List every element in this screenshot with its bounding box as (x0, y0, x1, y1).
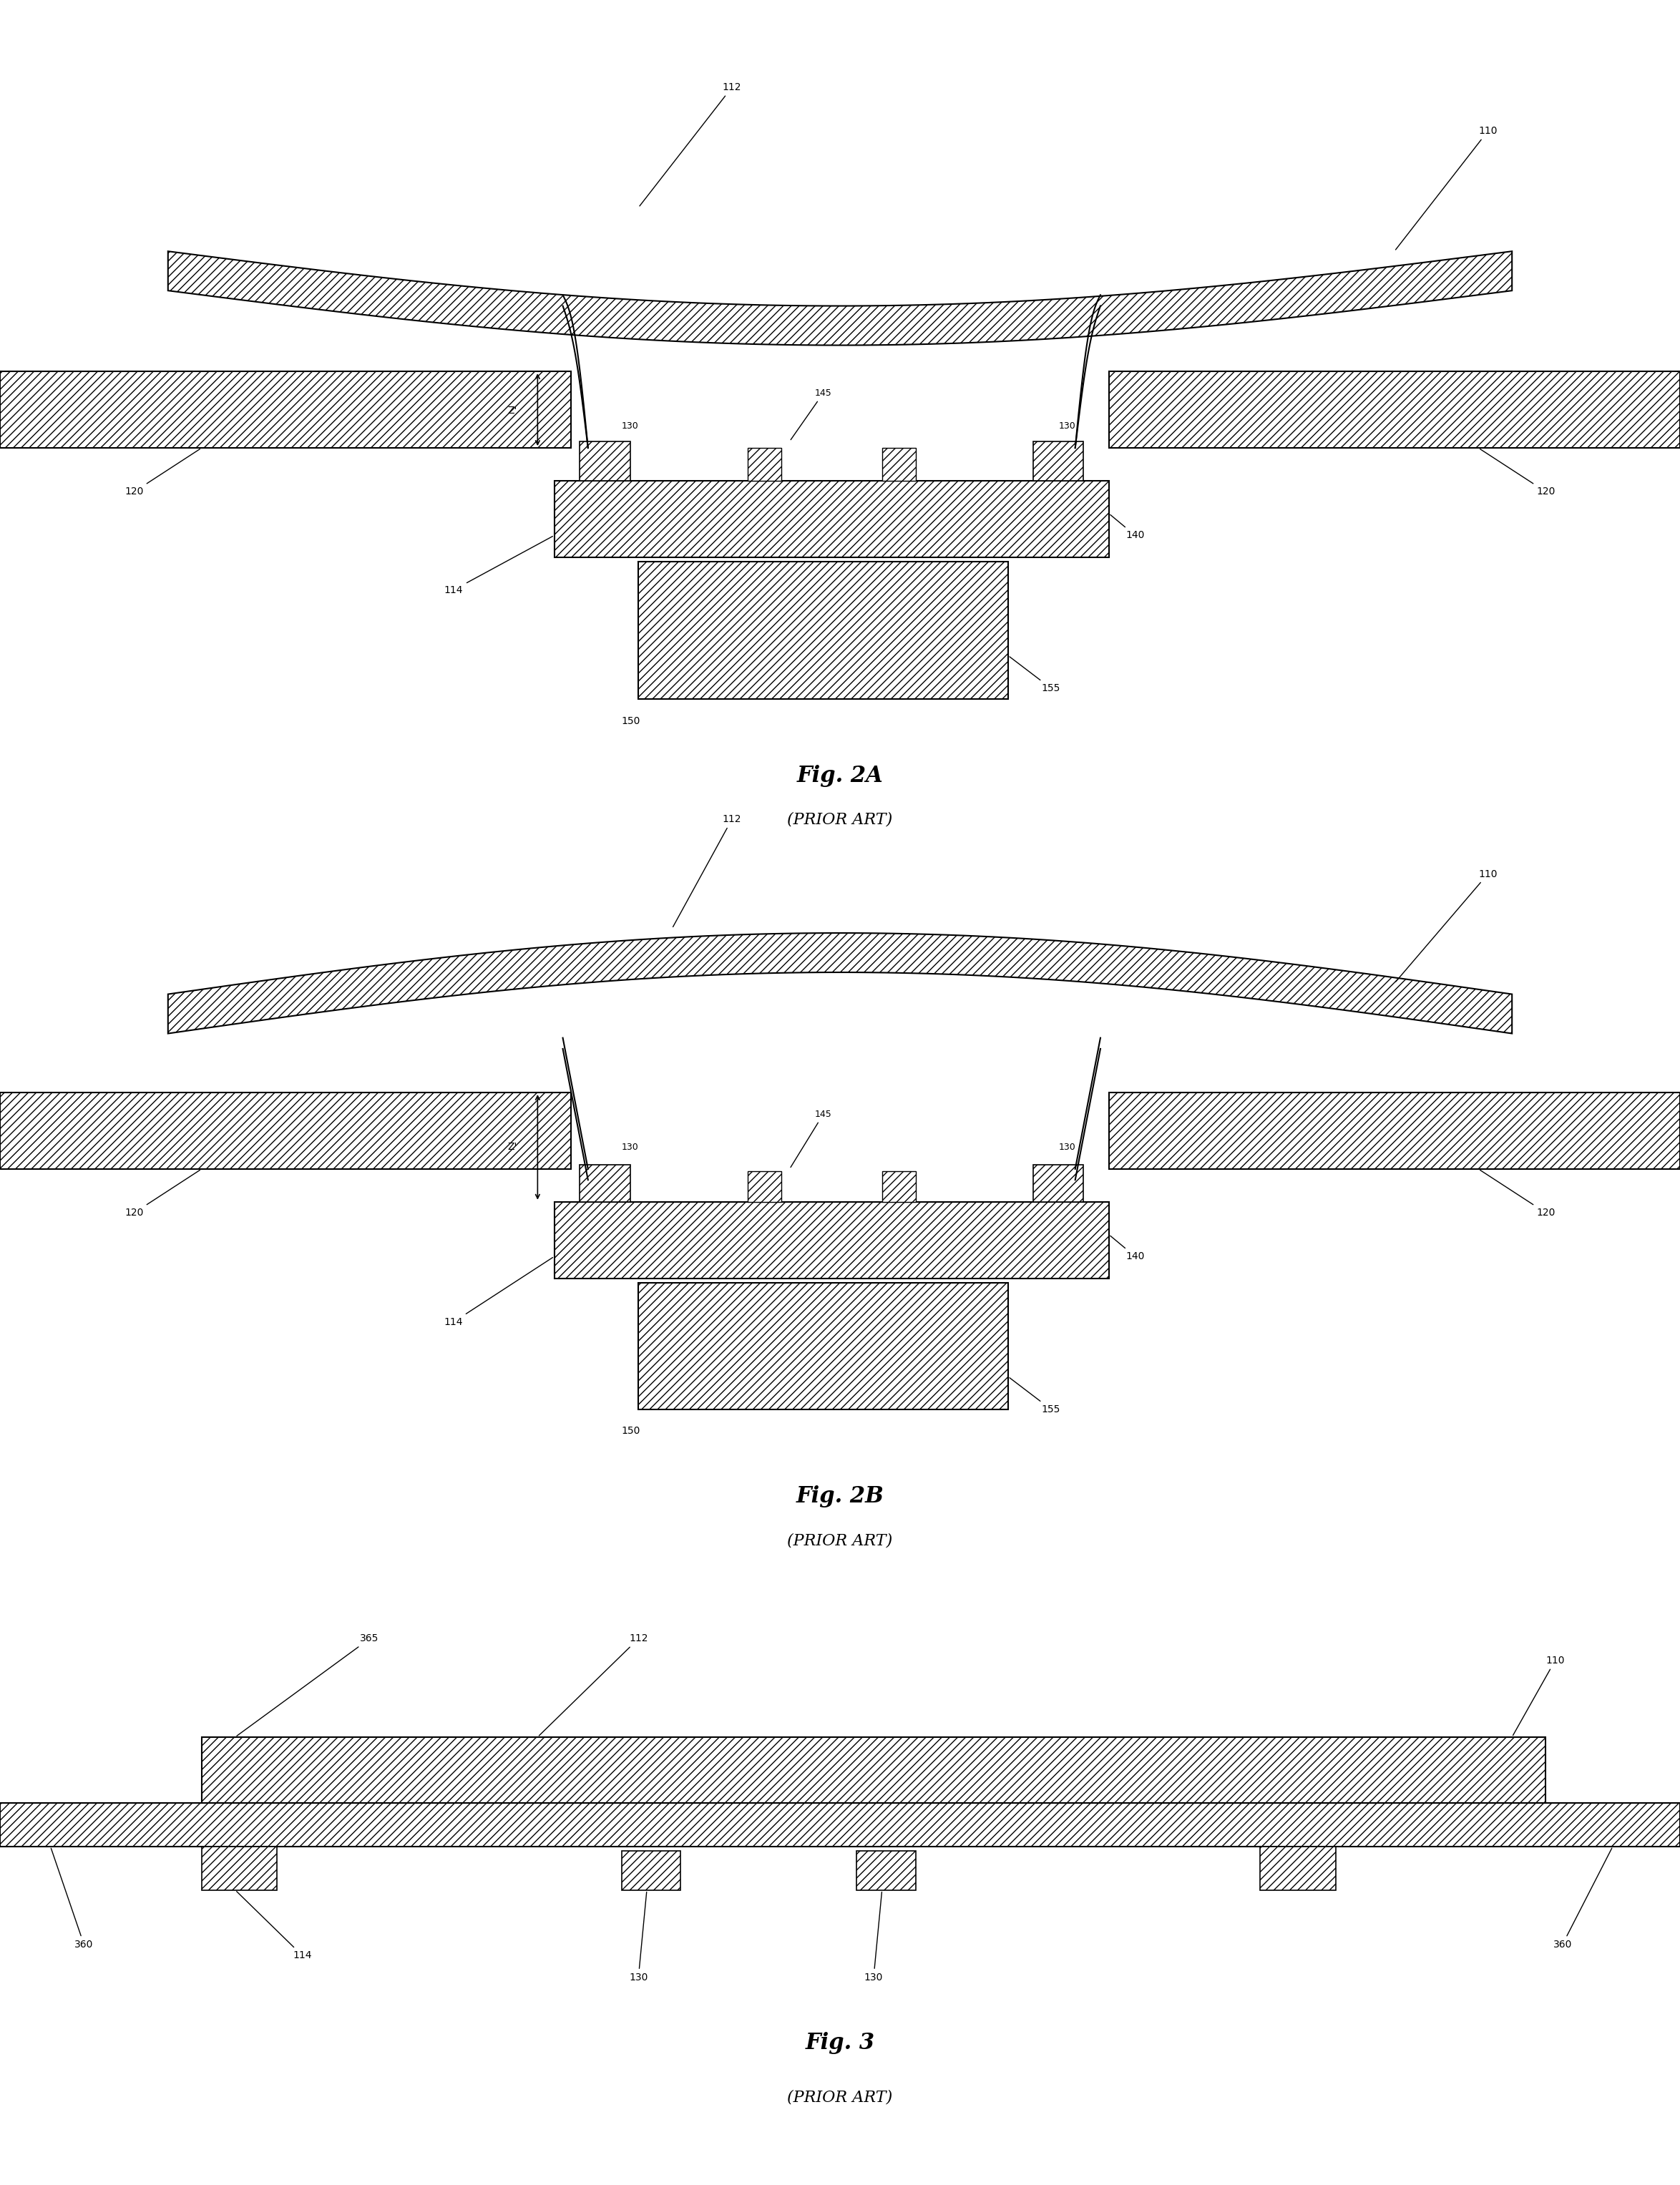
Text: 130: 130 (1058, 422, 1075, 430)
Bar (748, 1171, 781, 1202)
Text: Fig. 2A: Fig. 2A (796, 765, 884, 787)
Text: Fig. 2B: Fig. 2B (796, 1486, 884, 1508)
Bar (554, 481, 1109, 557)
Text: 140: 140 (1110, 516, 1144, 540)
Text: 110: 110 (1514, 1656, 1564, 1735)
Bar (622, 1851, 680, 1890)
Bar (580, 441, 630, 481)
Text: 360: 360 (1552, 1849, 1611, 1949)
Polygon shape (168, 933, 1512, 1034)
Text: 120: 120 (124, 448, 200, 496)
Text: 150: 150 (622, 717, 640, 725)
Bar (638, 562, 1008, 699)
Text: Fig. 3: Fig. 3 (805, 2032, 875, 2054)
Text: 114: 114 (444, 1256, 553, 1326)
Bar (857, 1851, 916, 1890)
Text: 120: 120 (1480, 1169, 1556, 1217)
Bar (202, 1846, 277, 1890)
Text: 114: 114 (237, 1892, 312, 1960)
Text: 155: 155 (1010, 658, 1060, 693)
Bar (580, 1165, 630, 1202)
Text: (PRIOR ART): (PRIOR ART) (788, 2089, 892, 2106)
Bar (1109, 1092, 1680, 1169)
Text: 130: 130 (628, 1892, 648, 1982)
Bar (0, 371, 571, 448)
Bar (748, 448, 781, 481)
Bar (638, 1283, 1008, 1409)
Text: 140: 140 (1110, 1237, 1144, 1261)
Text: 130: 130 (864, 1892, 884, 1982)
Bar (1109, 371, 1680, 448)
Text: 130: 130 (622, 1143, 638, 1151)
Text: 110: 110 (1396, 127, 1497, 249)
Text: 145: 145 (791, 1110, 832, 1167)
Bar (202, 1737, 1546, 1803)
Text: 112: 112 (539, 1634, 648, 1735)
Text: 110: 110 (1396, 870, 1497, 981)
Text: 130: 130 (1058, 1143, 1075, 1151)
Text: 112: 112 (640, 83, 741, 205)
Text: 130: 130 (622, 422, 638, 430)
Polygon shape (168, 251, 1512, 345)
Text: 120: 120 (124, 1169, 200, 1217)
Text: Z': Z' (507, 1143, 517, 1151)
Text: 145: 145 (791, 389, 832, 439)
Text: (PRIOR ART): (PRIOR ART) (788, 811, 892, 828)
Text: 360: 360 (50, 1849, 94, 1949)
Bar (0, 1092, 571, 1169)
Text: 120: 120 (1480, 448, 1556, 496)
Text: 112: 112 (674, 815, 741, 926)
Bar (1260, 1846, 1336, 1890)
Bar (882, 448, 916, 481)
Text: (PRIOR ART): (PRIOR ART) (788, 1532, 892, 1549)
Bar (1033, 441, 1084, 481)
Bar (0, 1803, 1680, 1846)
Bar (554, 1202, 1109, 1278)
Text: 114: 114 (444, 535, 553, 594)
Text: 150: 150 (622, 1427, 640, 1436)
Bar (882, 1171, 916, 1202)
Text: Z': Z' (507, 406, 517, 415)
Text: 155: 155 (1010, 1379, 1060, 1414)
Text: 365: 365 (237, 1634, 380, 1735)
Bar (1033, 1165, 1084, 1202)
